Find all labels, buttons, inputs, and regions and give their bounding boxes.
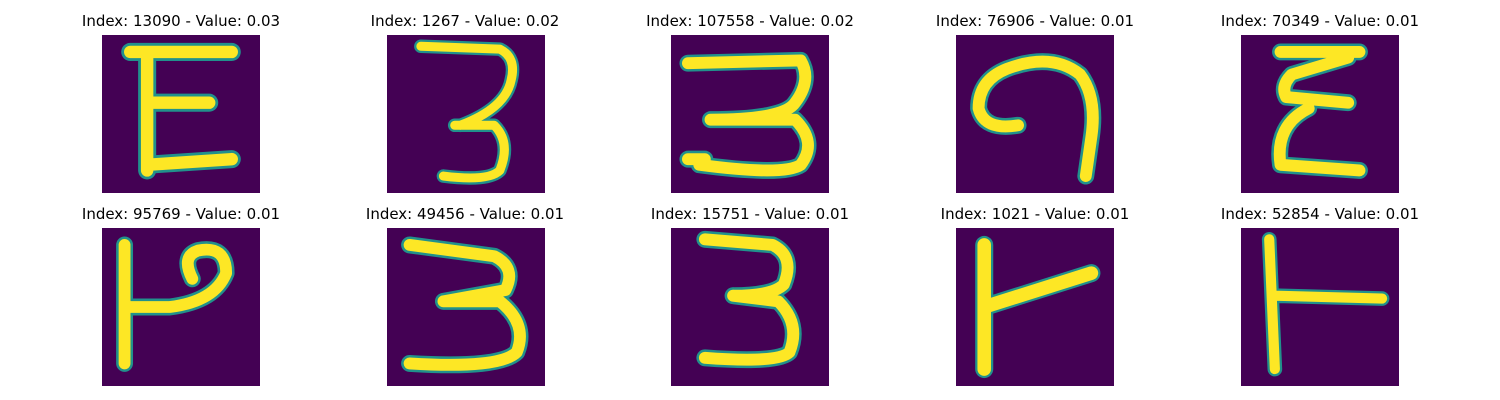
glyph-3-icon: [696, 230, 802, 369]
panel-2: Index: 1267 - Value: 0.02: [315, 12, 615, 202]
glyph-3-icon: [679, 51, 817, 179]
glyph-3-icon: [401, 236, 529, 374]
digit-image: [1241, 35, 1399, 193]
glyph-e-icon: [1271, 43, 1368, 179]
panel-title: Index: 95769 - Value: 0.01: [81, 205, 281, 223]
panel-title: Index: 13090 - Value: 0.03: [81, 12, 281, 30]
panel-title: Index: 76906 - Value: 0.01: [935, 12, 1135, 30]
panel-4: Index: 76906 - Value: 0.01: [885, 12, 1185, 202]
panel-9: Index: 1021 - Value: 0.01: [885, 205, 1185, 395]
panel-5: Index: 70349 - Value: 0.01: [1170, 12, 1470, 202]
panel-6: Index: 95769 - Value: 0.01: [31, 205, 331, 395]
glyph-p-rotated-icon: [116, 236, 235, 372]
glyph-3-icon: [414, 39, 520, 185]
panel-10: Index: 52854 - Value: 0.01: [1170, 205, 1470, 395]
digit-image: [671, 35, 829, 193]
digit-image: [1241, 228, 1399, 386]
panel-7: Index: 49456 - Value: 0.01: [315, 205, 615, 395]
digit-image: [671, 228, 829, 386]
panel-title: Index: 107558 - Value: 0.02: [646, 12, 854, 30]
digit-image: [956, 228, 1114, 386]
panel-title: Index: 52854 - Value: 0.01: [1220, 205, 1420, 223]
panel-title: Index: 15751 - Value: 0.01: [650, 205, 850, 223]
panel-title: Index: 49456 - Value: 0.01: [365, 205, 565, 223]
panel-8: Index: 15751 - Value: 0.01: [600, 205, 900, 395]
panel-title: Index: 1021 - Value: 0.01: [940, 205, 1130, 223]
glyph-loop-icon: [970, 53, 1102, 185]
digit-image: [102, 35, 260, 193]
panel-title: Index: 1267 - Value: 0.02: [370, 12, 560, 30]
glyph-t-rotated-icon: [1261, 231, 1390, 377]
panel-title: Index: 70349 - Value: 0.01: [1220, 12, 1420, 30]
digit-image: [956, 35, 1114, 193]
panel-1: Index: 13090 - Value: 0.03: [31, 12, 331, 202]
panel-3: Index: 107558 - Value: 0.02: [600, 12, 900, 202]
digit-image: [102, 228, 260, 386]
glyph-t-rotated-icon: [975, 235, 1101, 379]
digit-image: [387, 228, 545, 386]
glyph-e-icon: [121, 42, 241, 180]
digit-image: [387, 35, 545, 193]
